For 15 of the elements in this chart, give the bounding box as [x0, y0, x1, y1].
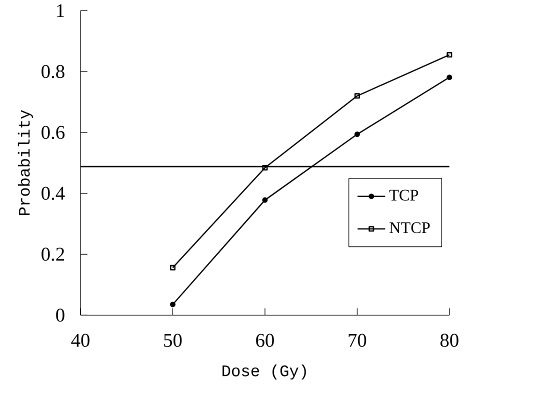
x-tick-label: 40 [71, 334, 90, 348]
legend-label: TCP [389, 190, 418, 201]
y-tick-label: 0 [56, 308, 64, 322]
y-axis-title: Probability [18, 110, 33, 216]
y-tick-label: 0.8 [42, 65, 64, 78]
x-tick-label: 50 [164, 334, 182, 348]
legend-label: NTCP [390, 222, 430, 234]
x-tick-label: 80 [440, 334, 458, 348]
y-tick-label: 0.4 [42, 186, 65, 200]
x-tick-label: 70 [348, 334, 366, 348]
x-axis-title: Dose (Gy) [222, 364, 306, 380]
x-tick-label: 60 [256, 334, 274, 348]
y-tick-label: 1 [57, 4, 64, 18]
y-tick-label: 0.6 [42, 126, 65, 140]
y-tick-label: 0.2 [42, 248, 64, 262]
